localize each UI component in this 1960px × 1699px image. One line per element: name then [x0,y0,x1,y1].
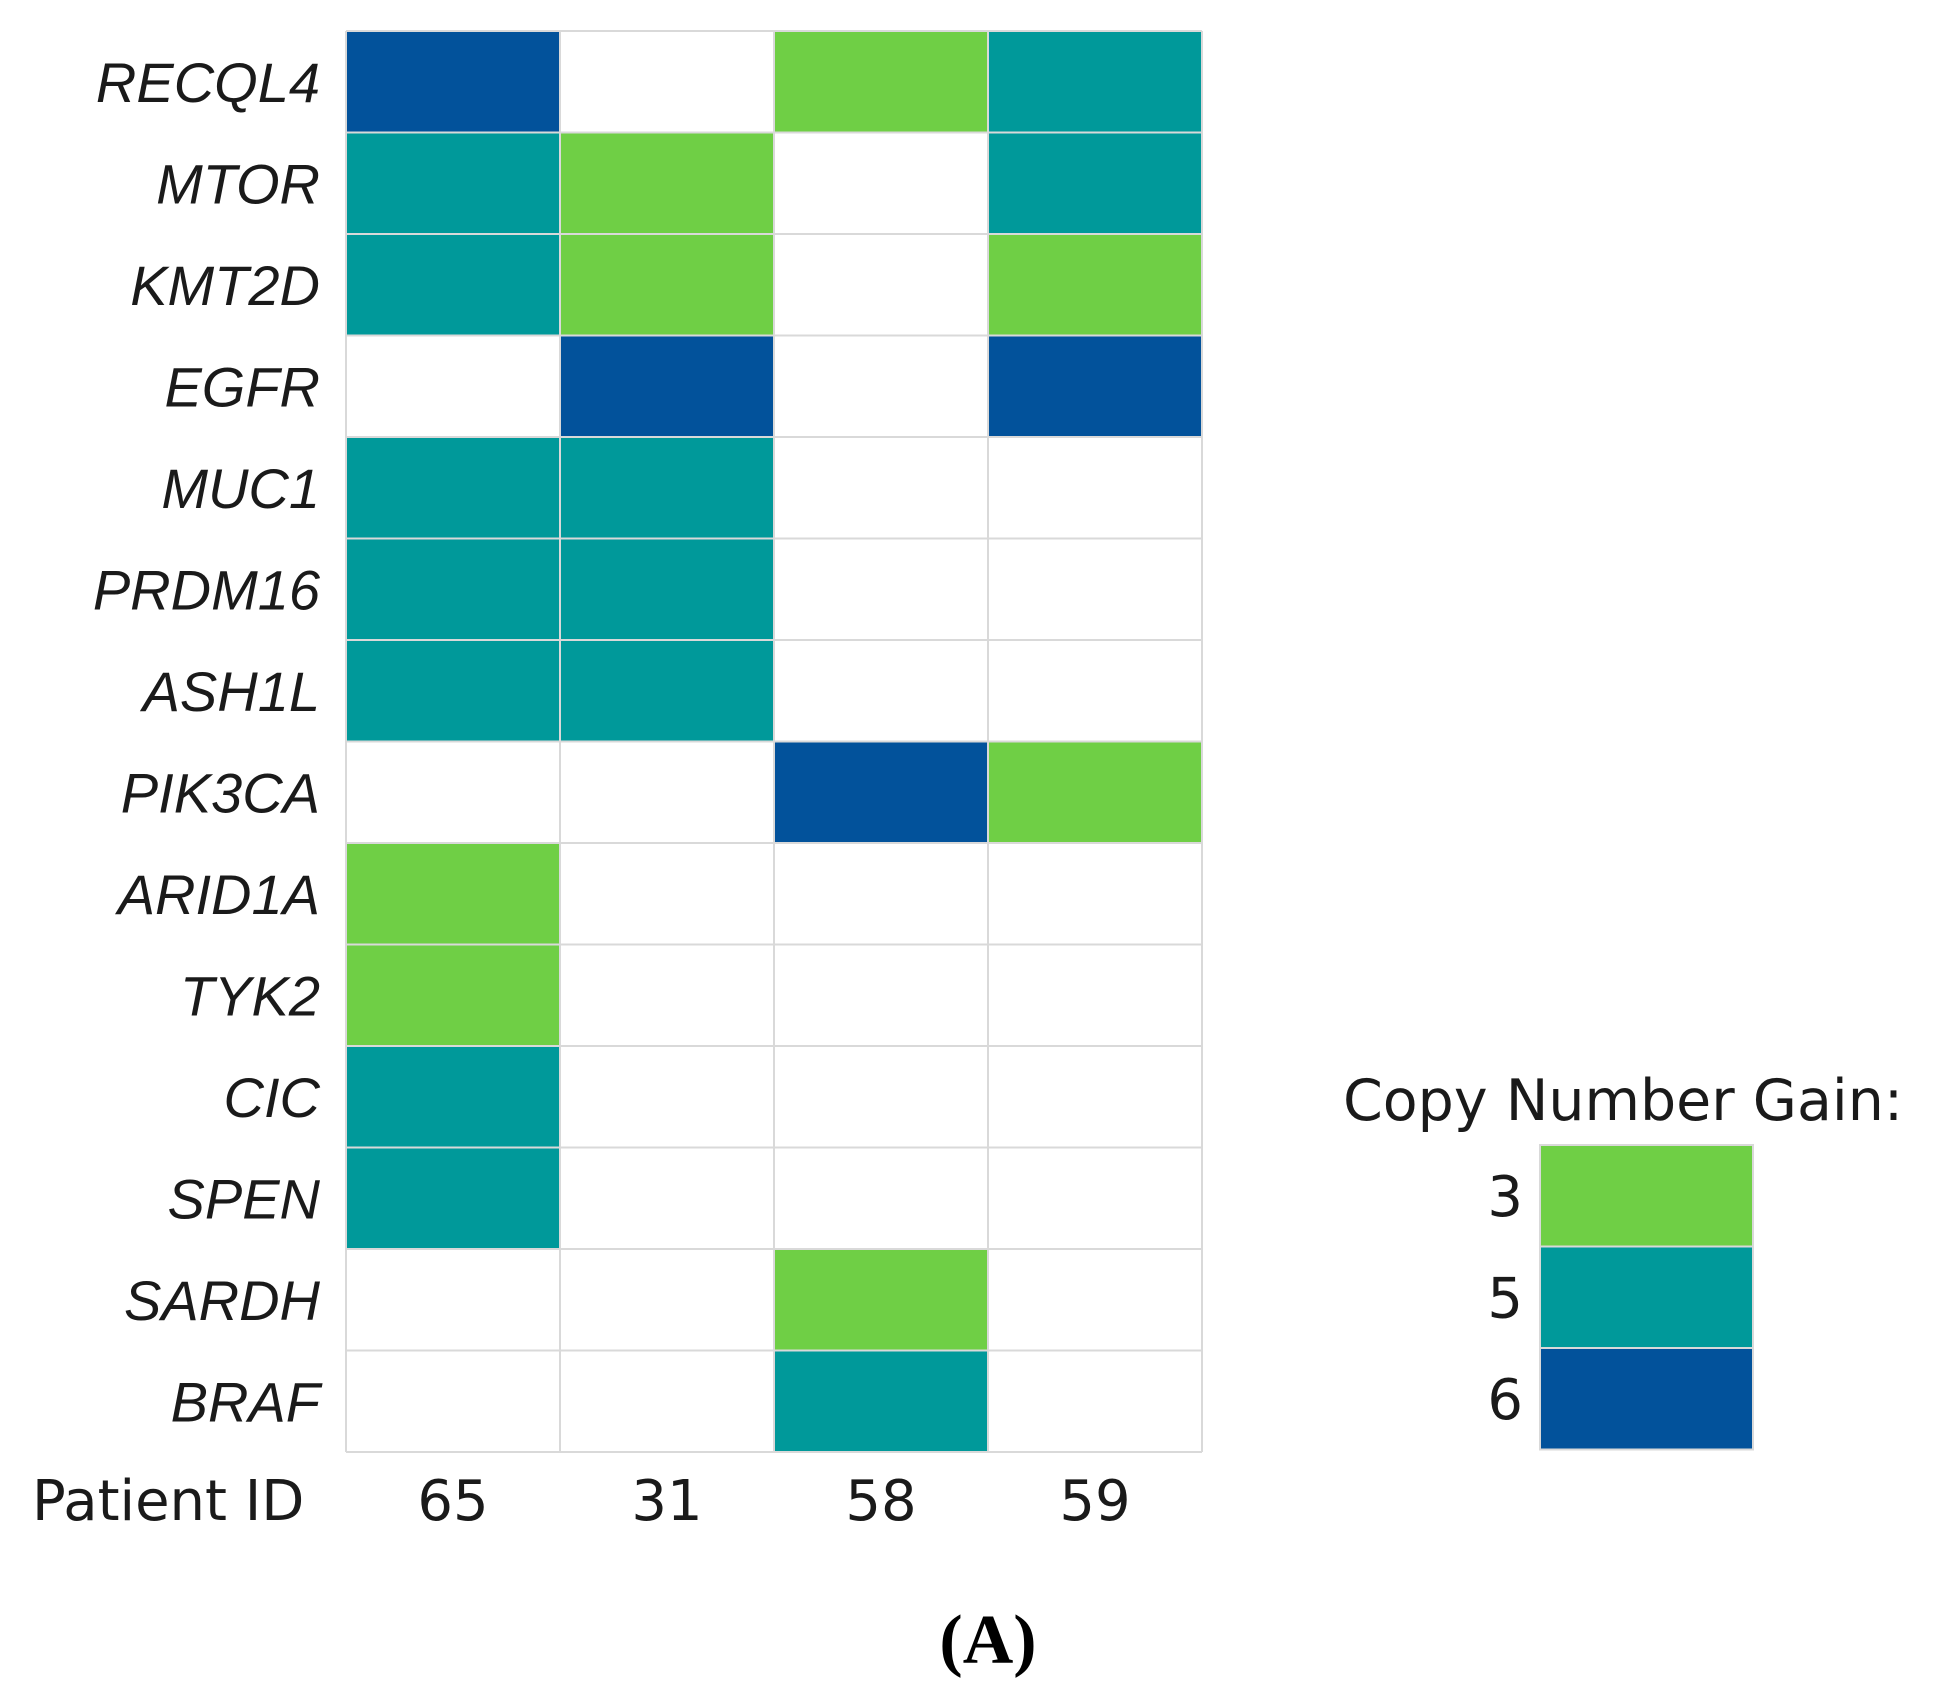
heatmap-cell-pik3ca-31 [560,741,774,843]
panel-label: (A) [939,1602,1036,1679]
legend-label-3: 3 [1487,1165,1523,1230]
heatmap-cell-spen-31 [560,1147,774,1249]
heatmap-cell-recql4-65 [346,31,560,133]
heatmap-cell-ash1l-58 [774,640,988,742]
column-label-31: 31 [631,1469,702,1534]
heatmap-grid [345,30,1203,1453]
heatmap-cell-tyk2-31 [560,944,774,1046]
row-label-sardh: SARDH [124,1269,321,1332]
heatmap-cell-tyk2-58 [774,944,988,1046]
heatmap-cell-cic-58 [774,1046,988,1148]
heatmap-cell-egfr-59 [988,335,1202,437]
heatmap-cell-tyk2-65 [346,944,560,1046]
heatmap-cell-kmt2d-65 [346,234,560,336]
heatmap-cell-pik3ca-65 [346,741,560,843]
row-label-recql4: RECQL4 [96,51,320,114]
row-label-spen: SPEN [168,1167,321,1230]
heatmap-cell-braf-59 [988,1350,1202,1452]
legend-label-6: 6 [1487,1368,1523,1433]
row-label-prdm16: PRDM16 [93,558,321,621]
heatmap-cell-arid1a-58 [774,843,988,945]
heatmap-cell-prdm16-58 [774,538,988,640]
row-label-muc1: MUC1 [161,457,320,520]
heatmap-cell-prdm16-59 [988,538,1202,640]
heatmap-cell-pik3ca-58 [774,741,988,843]
heatmap-cell-kmt2d-31 [560,234,774,336]
heatmap-cell-cic-31 [560,1046,774,1148]
row-label-kmt2d: KMT2D [130,254,320,317]
heatmap-cell-recql4-59 [988,31,1202,133]
row-label-pik3ca: PIK3CA [121,761,320,824]
legend-label-5: 5 [1487,1266,1523,1331]
legend: Copy Number Gain: 3 5 6 [1343,1068,1903,1451]
heatmap-cell-arid1a-31 [560,843,774,945]
heatmap-cell-sardh-58 [774,1249,988,1351]
row-label-cic: CIC [224,1066,321,1129]
heatmap-cell-muc1-59 [988,437,1202,539]
heatmap-cell-cic-59 [988,1046,1202,1148]
heatmap-cell-mtor-31 [560,132,774,234]
heatmap-cell-ash1l-59 [988,640,1202,742]
row-label-mtor: MTOR [156,152,320,215]
heatmap-cell-mtor-58 [774,132,988,234]
column-label-59: 59 [1059,1469,1130,1534]
legend-title: Copy Number Gain: [1343,1068,1903,1134]
heatmap-cell-prdm16-31 [560,538,774,640]
heatmap-cell-recql4-58 [774,31,988,133]
heatmap-cell-braf-31 [560,1350,774,1452]
legend-swatch-5 [1539,1245,1754,1349]
heatmap-cell-cic-65 [346,1046,560,1148]
legend-swatch-6 [1539,1347,1754,1451]
legend-swatch-3 [1539,1144,1754,1248]
heatmap-cell-ash1l-31 [560,640,774,742]
row-labels: RECQL4 MTOR KMT2D EGFR MUC1 PRDM16 ASH1L PIK3CA… [93,51,323,1434]
heatmap-cell-braf-58 [774,1350,988,1452]
legend-items: 3 5 6 [1487,1144,1754,1451]
heatmap-cell-prdm16-65 [346,538,560,640]
heatmap-cell-recql4-31 [560,31,774,133]
heatmap-cell-arid1a-59 [988,843,1202,945]
heatmap-cell-sardh-59 [988,1249,1202,1351]
heatmap-cell-kmt2d-58 [774,234,988,336]
heatmap-cell-braf-65 [346,1350,560,1452]
heatmap-cell-pik3ca-59 [988,741,1202,843]
heatmap-cell-egfr-65 [346,335,560,437]
heatmap-cell-egfr-31 [560,335,774,437]
row-label-ash1l: ASH1L [140,660,320,723]
heatmap-cell-spen-65 [346,1147,560,1249]
heatmap-cell-spen-58 [774,1147,988,1249]
column-label-65: 65 [417,1469,488,1534]
column-label-58: 58 [845,1469,916,1534]
heatmap-cell-egfr-58 [774,335,988,437]
heatmap-cell-ash1l-65 [346,640,560,742]
heatmap-cell-muc1-65 [346,437,560,539]
row-label-tyk2: TYK2 [180,964,320,1027]
heatmap-cell-tyk2-59 [988,944,1202,1046]
heatmap-cell-spen-59 [988,1147,1202,1249]
row-label-arid1a: ARID1A [115,863,320,926]
heatmap-cells [346,31,1202,1452]
heatmap-cell-mtor-59 [988,132,1202,234]
heatmap-cell-sardh-65 [346,1249,560,1351]
heatmap-cell-mtor-65 [346,132,560,234]
row-label-egfr: EGFR [164,355,320,418]
heatmap-cell-kmt2d-59 [988,234,1202,336]
column-axis-label: Patient ID [32,1469,304,1534]
column-labels: 65 31 58 59 [417,1469,1130,1534]
heatmap-cell-sardh-31 [560,1249,774,1351]
row-label-braf: BRAF [171,1370,323,1433]
heatmap-cell-arid1a-65 [346,843,560,945]
heatmap-cell-muc1-31 [560,437,774,539]
heatmap-cell-muc1-58 [774,437,988,539]
